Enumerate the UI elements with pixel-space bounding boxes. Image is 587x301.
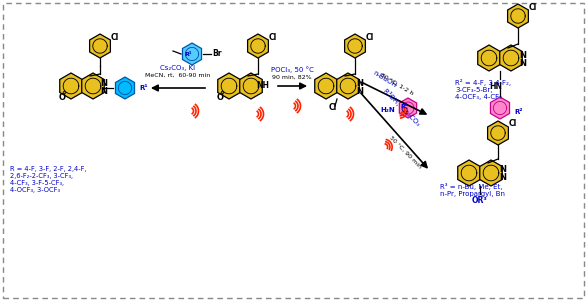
Polygon shape <box>183 43 201 65</box>
Text: N: N <box>519 51 527 60</box>
Text: Cl: Cl <box>529 2 537 11</box>
Text: OR³: OR³ <box>472 196 488 205</box>
Polygon shape <box>478 45 500 71</box>
Text: N: N <box>500 173 507 182</box>
Text: Cl: Cl <box>329 104 337 113</box>
Polygon shape <box>508 4 528 28</box>
Text: N: N <box>356 79 363 88</box>
Text: O: O <box>59 94 66 103</box>
Text: Br: Br <box>212 49 221 58</box>
Text: N: N <box>100 88 107 97</box>
Polygon shape <box>345 34 365 58</box>
Text: 50 °C, 90 min: 50 °C, 90 min <box>389 135 422 169</box>
Text: Cl: Cl <box>269 33 277 42</box>
Polygon shape <box>60 73 82 99</box>
Polygon shape <box>500 45 522 71</box>
Polygon shape <box>248 34 268 58</box>
Polygon shape <box>315 73 338 99</box>
Text: R² = 4-F, 3,4-F₂,
3-CF₃-5-Br,
4-OCF₃, 4-CF₃: R² = 4-F, 3,4-F₂, 3-CF₃-5-Br, 4-OCF₃, 4-… <box>455 79 511 100</box>
Text: Cs₂CO₃, KI: Cs₂CO₃, KI <box>160 65 195 71</box>
Text: O: O <box>217 94 224 103</box>
Polygon shape <box>218 73 240 99</box>
Text: R = 4-F, 3-F, 2-F, 2,4-F,
2,6-F₂-2-CF₃, 3-CF₃,
4-CF₃, 3-F-5-CF₃,
4-OCF₃, 3-OCF₃: R = 4-F, 3-F, 2-F, 2,4-F, 2,6-F₂-2-CF₃, … <box>10 166 86 193</box>
Text: Cl: Cl <box>509 119 517 129</box>
Text: MeCN, rt,  60-90 min: MeCN, rt, 60-90 min <box>146 73 211 77</box>
Text: R²: R² <box>400 104 408 110</box>
Text: N: N <box>356 86 363 95</box>
Polygon shape <box>239 73 262 99</box>
Polygon shape <box>491 97 510 119</box>
Polygon shape <box>480 160 502 186</box>
Polygon shape <box>458 160 480 186</box>
Text: Cl: Cl <box>366 33 375 42</box>
Text: 90 min, 82%: 90 min, 82% <box>272 75 312 79</box>
Polygon shape <box>337 73 359 99</box>
Text: N: N <box>519 58 527 67</box>
Polygon shape <box>90 34 110 58</box>
Text: R³ = n-Bu, Me, Et,
n-Pr, Propargyl, Bn: R³ = n-Bu, Me, Et, n-Pr, Propargyl, Bn <box>440 183 505 197</box>
Text: N: N <box>500 166 507 175</box>
Polygon shape <box>82 73 104 99</box>
Text: R³OH,  Cs₂CO₃: R³OH, Cs₂CO₃ <box>383 87 422 127</box>
Text: HN: HN <box>490 82 502 91</box>
Text: n-BuOH: n-BuOH <box>372 70 397 88</box>
Text: NH: NH <box>257 80 269 89</box>
Text: R¹: R¹ <box>184 51 192 57</box>
Text: Cl: Cl <box>111 33 119 42</box>
Text: R¹: R¹ <box>139 85 147 91</box>
Polygon shape <box>488 121 508 145</box>
Text: N: N <box>100 79 107 88</box>
Polygon shape <box>399 98 417 118</box>
Text: 80 °C, 1-2 h: 80 °C, 1-2 h <box>379 73 414 97</box>
Polygon shape <box>116 77 134 99</box>
Text: POCl₃, 50 °C: POCl₃, 50 °C <box>271 67 313 73</box>
Text: H₂N: H₂N <box>380 107 395 113</box>
Text: R²: R² <box>514 109 522 115</box>
